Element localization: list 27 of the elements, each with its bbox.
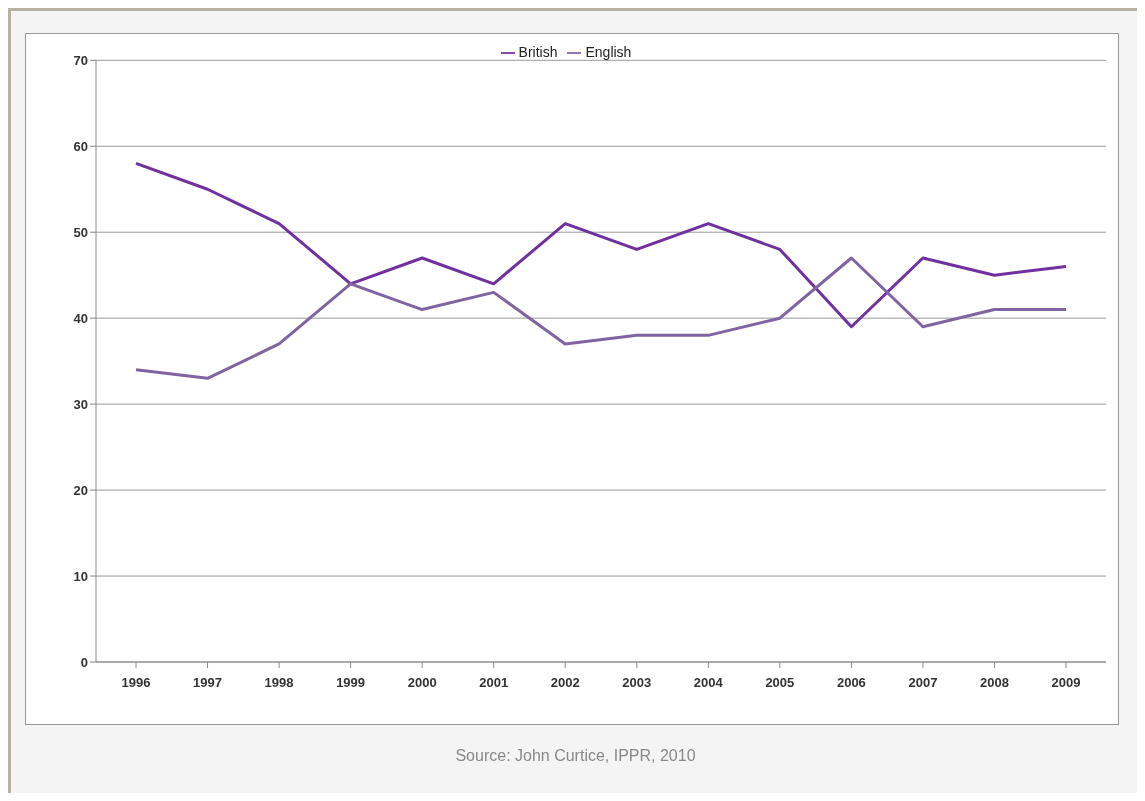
x-tick-label: 1999 [336, 675, 366, 691]
source-note: Source: John Curtice, IPPR, 2010 [454, 747, 697, 765]
x-tick-label: 2000 [407, 675, 437, 691]
x-tick-label: 2009 [1051, 675, 1081, 691]
x-tick-label: 1996 [121, 675, 151, 691]
line-series [134, 256, 1068, 380]
x-tick-label: 2003 [622, 675, 652, 691]
x-tick-label: 2005 [765, 675, 795, 691]
y-tick-label: 50 [73, 224, 88, 240]
x-tick-label: 2007 [908, 675, 938, 691]
x-tick-label: 2001 [479, 675, 509, 691]
line-series [134, 161, 1068, 329]
y-tick-label: 0 [80, 654, 88, 670]
legend-label: British [518, 44, 558, 60]
x-tick-label: 2006 [836, 675, 866, 691]
x-tick-label: 2008 [980, 675, 1009, 691]
x-tick-label: 2004 [693, 675, 724, 691]
y-tick-label: 10 [73, 568, 88, 584]
y-tick-label: 30 [73, 396, 88, 412]
x-tick-label: 2002 [550, 675, 580, 691]
x-tick-label: 1997 [193, 675, 222, 691]
y-tick-label: 60 [73, 138, 88, 154]
x-tick-label: 1998 [264, 675, 294, 691]
y-tick-label: 20 [73, 482, 88, 498]
y-tick-label: 40 [73, 310, 88, 326]
y-tick-label: 70 [73, 52, 88, 68]
legend-label: English [585, 44, 632, 60]
